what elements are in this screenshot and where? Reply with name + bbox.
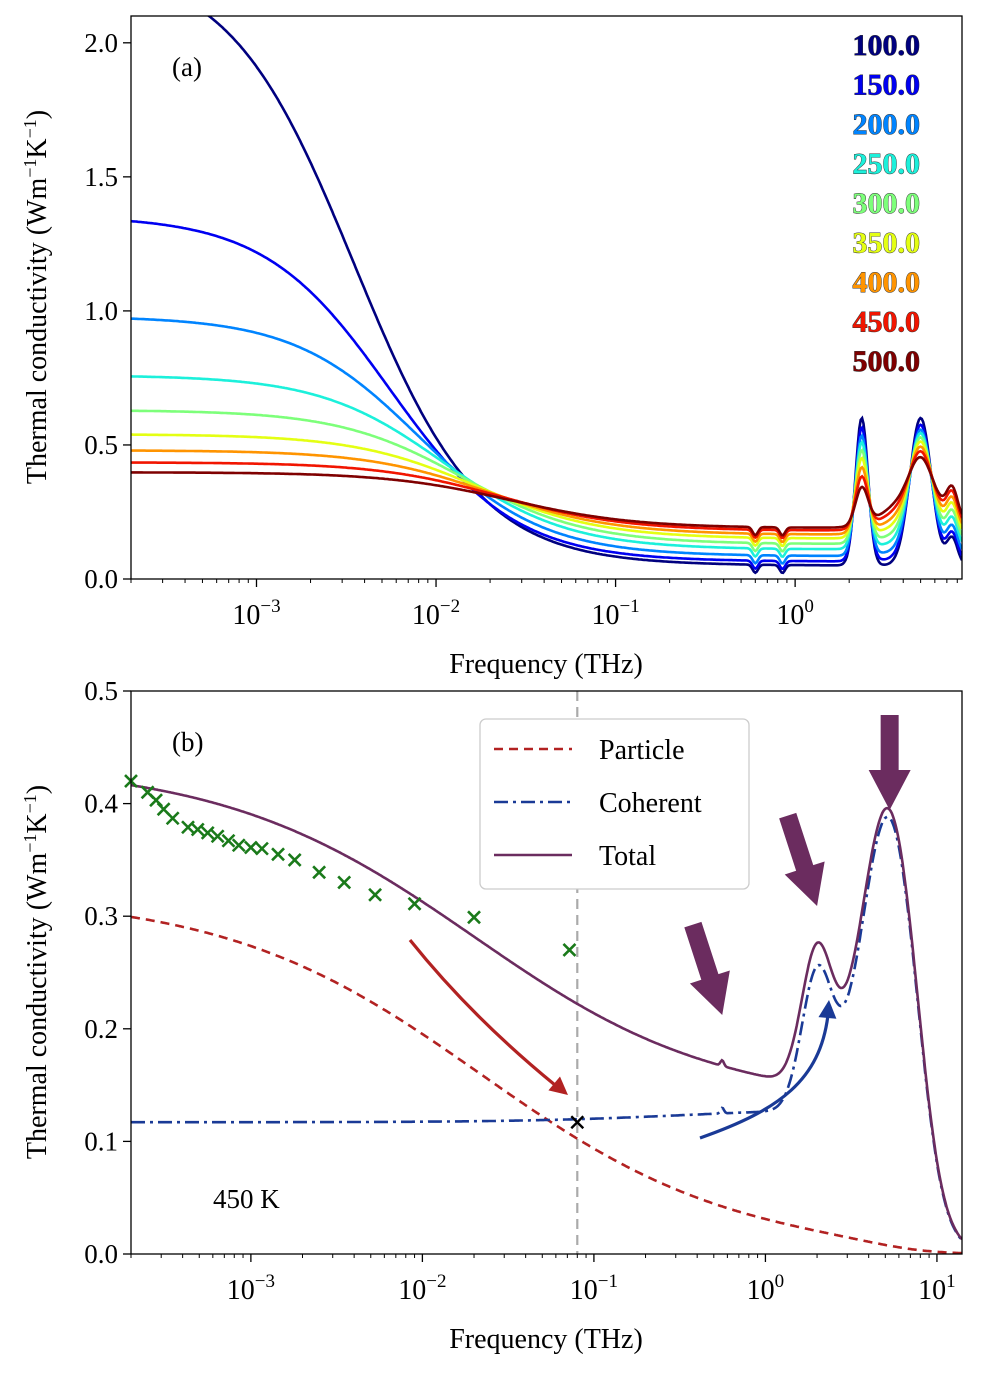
legend-entry-350-0: 350.0 [853, 227, 921, 260]
data-marker [312, 865, 327, 880]
panel-b-tag: (b) [172, 727, 203, 757]
legend-entry-200-0: 200.0 [853, 108, 921, 141]
data-marker [165, 811, 180, 826]
legend-entry-100-0: 100.0 [853, 29, 921, 62]
panel-a-x-ticks: 10−3 10−2 10−1 100 [130, 579, 958, 631]
series-line-400-0K [131, 445, 962, 544]
panel-a-ylabel-sup2: −1 [20, 119, 40, 138]
panel-a-ylabel-main: Thermal conductivity (Wm [22, 178, 53, 485]
data-marker [210, 829, 225, 844]
temperature-annotation: 450 K [213, 1184, 280, 1214]
y-tick-label: 0.5 [84, 676, 118, 706]
panel-b-ylabel-sup2: −1 [20, 794, 40, 813]
x-tick-label: 10−3 [227, 1271, 275, 1306]
legend-label-coherent: Coherent [599, 788, 702, 819]
peak-arrow-2 [779, 812, 825, 906]
crossover-marker [570, 1115, 585, 1130]
data-marker [271, 847, 285, 862]
legend-label-particle: Particle [599, 735, 685, 766]
panel-a-frame [130, 15, 963, 580]
y-tick-label: 0.3 [84, 901, 118, 931]
peak-arrow-3 [868, 715, 911, 810]
series-line-450-0K [131, 449, 962, 540]
x-tick-label: 10−1 [570, 1271, 618, 1306]
panel-a-series [131, 16, 962, 575]
x-tick-label: 10−1 [591, 596, 639, 631]
data-marker [200, 825, 215, 840]
particle-trend-arrow [408, 939, 568, 1095]
data-marker [467, 910, 481, 925]
panel-b-y-ticks: 0.0 0.1 0.2 0.3 0.4 0.5 [84, 676, 131, 1269]
panel-a-y-axis-label: Thermal conductivity (Wm−1K−1) [20, 110, 53, 484]
panel-b-ylabel-main: Thermal conductivity (Wm [22, 853, 53, 1160]
legend-entry-250-0: 250.0 [853, 148, 921, 181]
x-tick-label: 10−2 [412, 596, 460, 631]
y-tick-label: 1.0 [84, 296, 118, 326]
y-tick-label: 1.5 [84, 162, 118, 192]
total-line [131, 783, 962, 1241]
panel-b-x-ticks: 10−3 10−2 10−1 100 101 [130, 1254, 956, 1306]
series-line-500-0K [131, 455, 962, 537]
y-tick-label: 0.4 [84, 789, 118, 819]
x-tick-label: 10−3 [232, 596, 280, 631]
data-marker [255, 841, 269, 856]
legend-entry-300-0: 300.0 [853, 187, 921, 220]
y-tick-label: 0.1 [84, 1126, 118, 1156]
panel-b-arrows [408, 715, 911, 1140]
x-tick-label: 100 [747, 1271, 785, 1306]
coherent-trend-arrow [699, 1000, 837, 1140]
series-line-100-0K [206, 16, 962, 575]
panel-b-frame [130, 690, 963, 1255]
y-tick-label: 0.2 [84, 1014, 118, 1044]
data-marker [231, 838, 246, 853]
panel-b-legend: Particle Coherent Total [479, 718, 750, 890]
y-tick-label: 0.0 [84, 564, 118, 594]
legend-entry-150-0: 150.0 [853, 69, 921, 102]
y-tick-label: 0.0 [84, 1239, 118, 1269]
data-marker [562, 943, 577, 957]
data-marker [407, 896, 422, 911]
data-marker [243, 840, 258, 855]
x-tick-label: 100 [776, 596, 814, 631]
data-marker [368, 887, 383, 902]
panel-b-ylabel-sup1: −1 [20, 834, 40, 853]
legend-entry-500-0: 500.0 [853, 345, 921, 378]
y-tick-label: 0.5 [84, 430, 118, 460]
panel-b-markers [124, 774, 585, 1130]
panel-b-y-axis-label: Thermal conductivity (Wm−1K−1) [20, 785, 53, 1159]
series-line-250-0K [131, 375, 962, 558]
panel-a: 10−3 10−2 10−1 100 0.0 0.5 1.0 1.5 2.0 (a) Freq… [20, 15, 963, 680]
panel-b-x-axis-label: Frequency (THz) [449, 1324, 643, 1355]
y-tick-label: 2.0 [84, 28, 118, 58]
panel-a-y-ticks: 0.0 0.5 1.0 1.5 2.0 [84, 28, 131, 594]
data-marker [190, 822, 205, 837]
data-marker [337, 875, 352, 890]
panel-b: 10−3 10−2 10−1 100 101 0.0 0.1 0.2 0.3 0.4 0.5 (b… [20, 676, 963, 1355]
legend-box [479, 718, 750, 890]
data-marker [287, 852, 302, 867]
peak-arrow-1 [684, 921, 730, 1015]
panel-b-ylabel-mid: K [22, 813, 53, 833]
legend-entry-450-0: 450.0 [853, 306, 921, 339]
legend-entry-400-0: 400.0 [853, 266, 921, 299]
x-tick-label: 10−2 [398, 1271, 446, 1306]
panel-b-series [131, 783, 962, 1254]
series-line-200-0K [131, 317, 962, 565]
panel-a-ylabel-end: ) [22, 110, 53, 119]
x-tick-label: 101 [918, 1271, 956, 1306]
panel-a-x-axis-label: Frequency (THz) [449, 649, 643, 680]
series-line-150-0K [131, 219, 962, 571]
series-line-350-0K [131, 433, 962, 548]
data-marker [221, 833, 236, 848]
coherent-line [131, 815, 962, 1242]
series-line-300-0K [131, 409, 962, 553]
panel-a-ylabel-mid: K [22, 138, 53, 158]
panel-a-legend: 100.0 150.0 200.0 250.0 300.0 350.0 400.0 450.0… [852, 29, 921, 379]
panel-a-tag: (a) [172, 52, 202, 82]
panel-a-ylabel-sup1: −1 [20, 159, 40, 178]
panel-b-ylabel-end: ) [22, 785, 53, 794]
legend-label-total: Total [599, 841, 656, 872]
